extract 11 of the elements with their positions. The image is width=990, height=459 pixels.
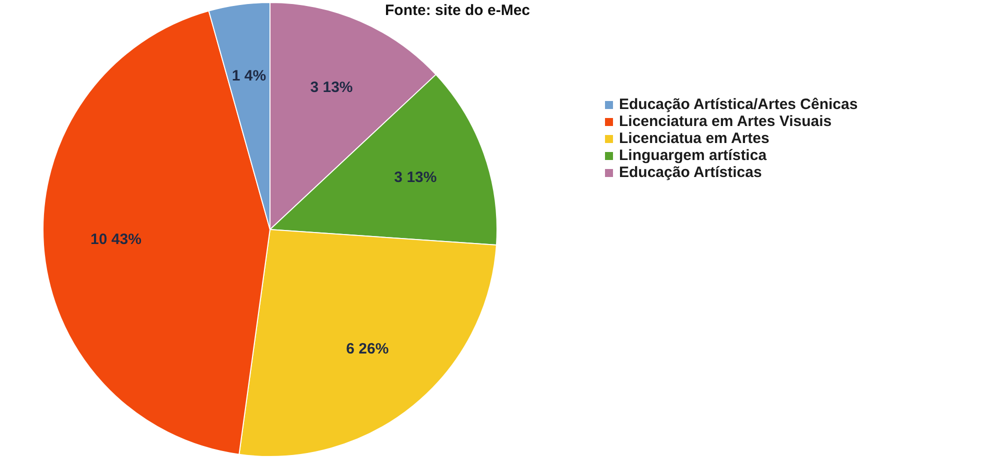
legend-label: Educação Artísticas	[619, 164, 762, 181]
legend-label: Linguargem artística	[619, 147, 767, 164]
source-note: Fonte: site do e-Mec	[385, 2, 530, 19]
data-label: 1 4%	[232, 68, 266, 85]
legend-label: Licenciatura em Artes Visuais	[619, 113, 832, 130]
legend-label: Educação Artística/Artes Cênicas	[619, 96, 858, 113]
legend-label: Licenciatua em Artes	[619, 130, 770, 147]
data-label: 3 13%	[394, 168, 437, 186]
data-label: 3 13%	[310, 79, 353, 96]
data-label: 6 26%	[346, 340, 389, 358]
data-label: 10 43%	[90, 231, 142, 248]
